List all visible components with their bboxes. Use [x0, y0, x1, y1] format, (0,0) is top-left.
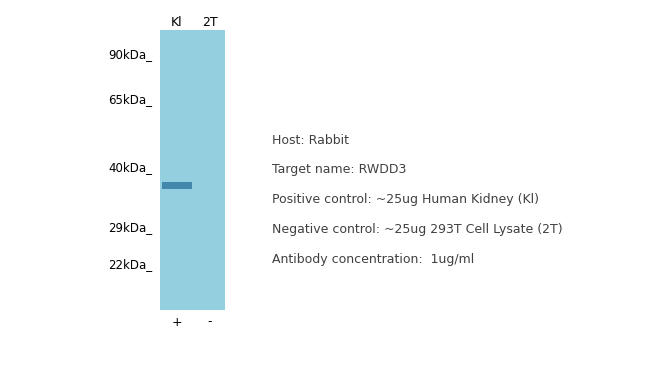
Text: 40kDa_: 40kDa_: [108, 161, 152, 175]
Text: Negative control: ~25ug 293T Cell Lysate (2T): Negative control: ~25ug 293T Cell Lysate…: [272, 224, 563, 236]
Text: Target name: RWDD3: Target name: RWDD3: [272, 164, 406, 176]
Bar: [162, 182, 192, 188]
Text: -: -: [208, 315, 213, 329]
Text: 2T: 2T: [202, 15, 218, 29]
Text: Positive control: ~25ug Human Kidney (Kl): Positive control: ~25ug Human Kidney (Kl…: [272, 194, 539, 206]
Text: Host: Rabbit: Host: Rabbit: [272, 134, 349, 146]
Text: 90kDa_: 90kDa_: [108, 49, 152, 61]
Text: 29kDa_: 29kDa_: [108, 221, 152, 235]
Text: Kl: Kl: [171, 15, 183, 29]
Text: Antibody concentration:  1ug/ml: Antibody concentration: 1ug/ml: [272, 254, 474, 266]
Bar: [160, 30, 225, 310]
Text: +: +: [172, 315, 182, 329]
Text: 65kDa_: 65kDa_: [108, 93, 152, 107]
Text: 22kDa_: 22kDa_: [108, 258, 152, 272]
